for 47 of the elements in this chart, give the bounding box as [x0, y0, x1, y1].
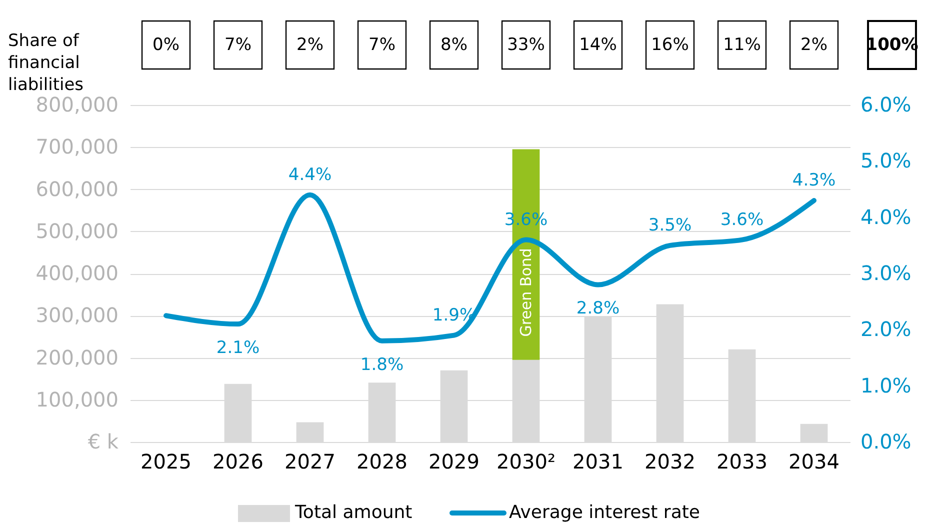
x-tick-label: 2027: [284, 450, 336, 474]
y-tick-label: 700,000: [36, 134, 118, 159]
text: 2%: [800, 35, 828, 55]
data-label: 3.5%: [648, 215, 692, 236]
y-tick-label: 800,000: [36, 92, 118, 116]
annotation: Green Bond: [517, 248, 535, 337]
text: 11%: [723, 35, 761, 55]
x-tick-label: 2032: [644, 450, 696, 474]
x-tick-label: 2031: [572, 450, 624, 474]
x-tick-label: 2028: [356, 450, 408, 474]
text: 16%: [651, 35, 689, 55]
data-label: 2.1%: [216, 338, 260, 358]
x-tick-label: 2034: [788, 450, 840, 474]
legend-label: Total amount: [294, 502, 412, 523]
data-label: 3.6%: [720, 210, 764, 230]
y2-tick-label: 2.0%: [860, 317, 912, 342]
y2-tick-label: 1.0%: [860, 373, 912, 398]
data-label: 4.3%: [792, 170, 836, 190]
y2-tick-label: 5.0%: [860, 148, 912, 173]
y2-tick-label: 4.0%: [860, 204, 912, 229]
x-tick-label: 2029: [428, 450, 480, 474]
y2-tick-label: 6.0%: [860, 92, 912, 116]
text: 33%: [507, 35, 545, 55]
y-tick-label: 300,000: [36, 303, 118, 328]
y-tick-label: 200,000: [36, 345, 118, 370]
text: 8%: [440, 35, 468, 55]
y2-tick-label: 0.0%: [860, 430, 912, 454]
y-tick-label: 600,000: [36, 176, 118, 201]
text: 2%: [296, 35, 324, 55]
x-tick-label: 2030²: [496, 450, 556, 474]
y2-tick-label: 3.0%: [860, 261, 912, 285]
text: 7%: [224, 35, 252, 55]
legend-label: Average interest rate: [509, 502, 700, 523]
data-label: 2.8%: [576, 298, 620, 319]
y-tick-label: 500,000: [36, 218, 118, 243]
x-tick-label: 2025: [140, 450, 192, 474]
y-tick-label: € k: [88, 430, 119, 454]
text: Share of financial liabilities: [8, 31, 84, 95]
y-tick-label: 400,000: [36, 261, 118, 285]
text: 0%: [152, 35, 180, 55]
x-tick-label: 2033: [716, 450, 768, 474]
y-tick-label: 100,000: [36, 387, 118, 412]
text: 14%: [579, 35, 617, 55]
data-label: 1.8%: [360, 354, 404, 375]
text: 7%: [368, 35, 396, 55]
x-tick-label: 2026: [212, 450, 264, 474]
data-label: 4.4%: [288, 164, 332, 185]
